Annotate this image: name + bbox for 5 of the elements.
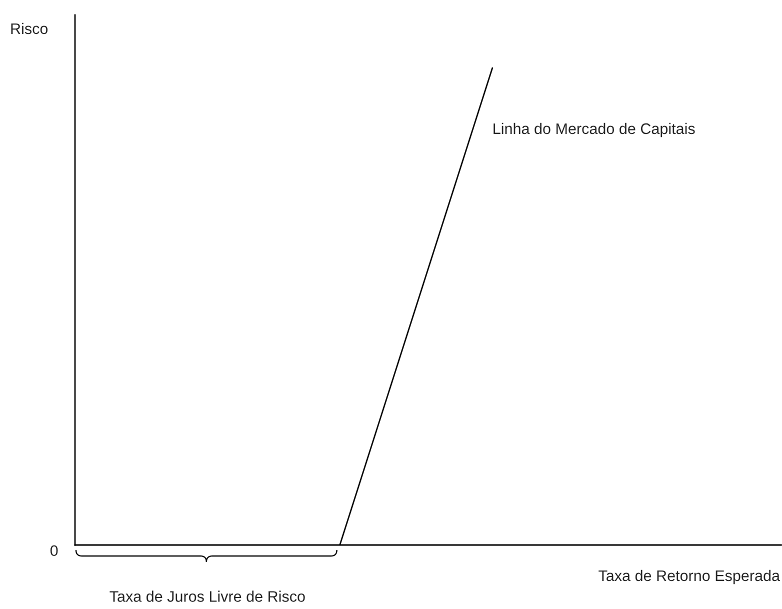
text: Risco: [11, 22, 48, 34]
text: Taxa de Juros Livre de Risco: [110, 590, 305, 602]
series-label: Linha do Mercado de Capitais: [494, 122, 695, 138]
text: 0: [50, 545, 58, 556]
x-axis-title: Taxa de Retorno Esperada: [598, 570, 780, 584]
